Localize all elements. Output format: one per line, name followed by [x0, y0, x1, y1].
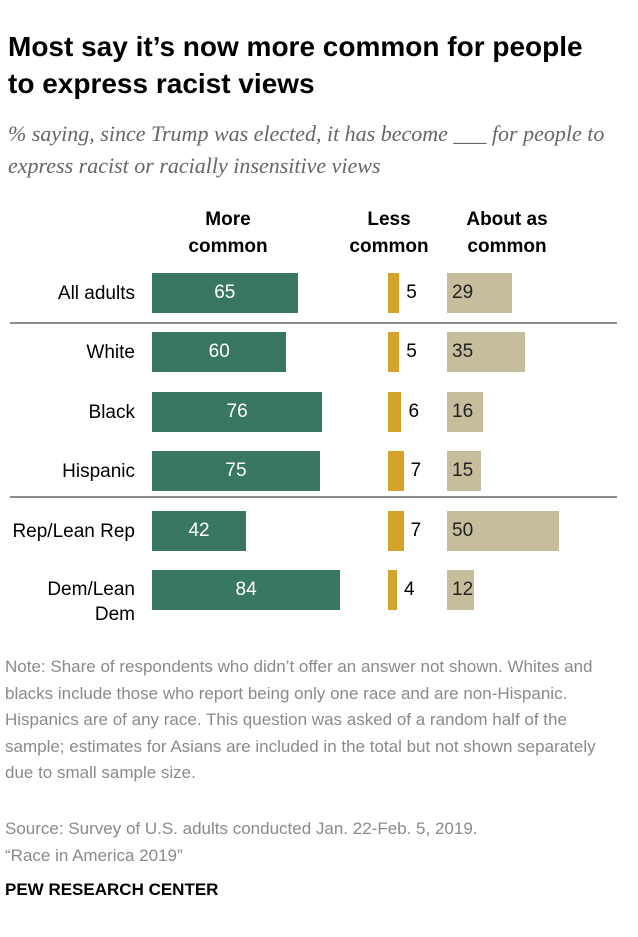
bar — [447, 273, 512, 313]
category-label: Hispanic — [62, 460, 135, 482]
value-label: 5 — [406, 282, 417, 303]
category-label: Dem/Lean Dem — [47, 579, 135, 625]
bar — [388, 570, 397, 610]
value-label: 76 — [226, 401, 248, 422]
bar — [388, 392, 402, 432]
bar — [152, 570, 341, 610]
value-label: 16 — [452, 401, 474, 422]
bar — [152, 511, 247, 551]
bar — [447, 570, 474, 610]
bar — [447, 332, 526, 372]
category-label: White — [86, 341, 135, 363]
bar — [152, 273, 298, 313]
bar — [447, 511, 559, 551]
source: Source: Survey of U.S. adults conducted … — [5, 819, 478, 838]
value-label: 42 — [188, 520, 210, 541]
chart-title: Most say it’s now more common for people… — [8, 31, 583, 99]
bar — [388, 332, 400, 372]
credit: PEW RESEARCH CENTER — [5, 880, 219, 899]
value-label: 15 — [452, 460, 474, 481]
bar — [152, 392, 323, 432]
separator — [10, 496, 617, 498]
bar — [152, 451, 320, 491]
value-label: 35 — [452, 341, 474, 362]
value-label: 12 — [452, 579, 474, 600]
bar — [152, 332, 287, 372]
value-label: 5 — [406, 341, 417, 362]
bar — [388, 273, 400, 313]
chart-subtitle: % saying, since Trump was elected, it ha… — [8, 121, 605, 178]
series-header: Less common — [349, 209, 429, 257]
value-label: 4 — [403, 579, 415, 600]
bar — [447, 392, 483, 432]
bar — [388, 511, 404, 551]
value-label: 65 — [214, 282, 236, 303]
series-header: More common — [188, 209, 268, 257]
value-label: 75 — [225, 460, 247, 481]
value-label: 50 — [452, 520, 474, 541]
category-label: Black — [88, 401, 135, 423]
source-title: “Race in America 2019” — [5, 846, 183, 865]
value-label: 84 — [235, 579, 257, 600]
category-label: Rep/Lean Rep — [12, 520, 135, 542]
bar — [447, 451, 481, 491]
value-label: 29 — [452, 282, 474, 303]
value-label: 6 — [408, 401, 420, 422]
bar — [388, 451, 404, 491]
note: Note: Share of respondents who didn’t of… — [5, 657, 596, 782]
value-label: 60 — [208, 341, 230, 362]
separator — [10, 322, 617, 324]
value-label: 7 — [410, 520, 422, 541]
series-header: About as common — [466, 209, 548, 257]
value-label: 7 — [410, 460, 422, 481]
category-label: All adults — [57, 282, 135, 304]
